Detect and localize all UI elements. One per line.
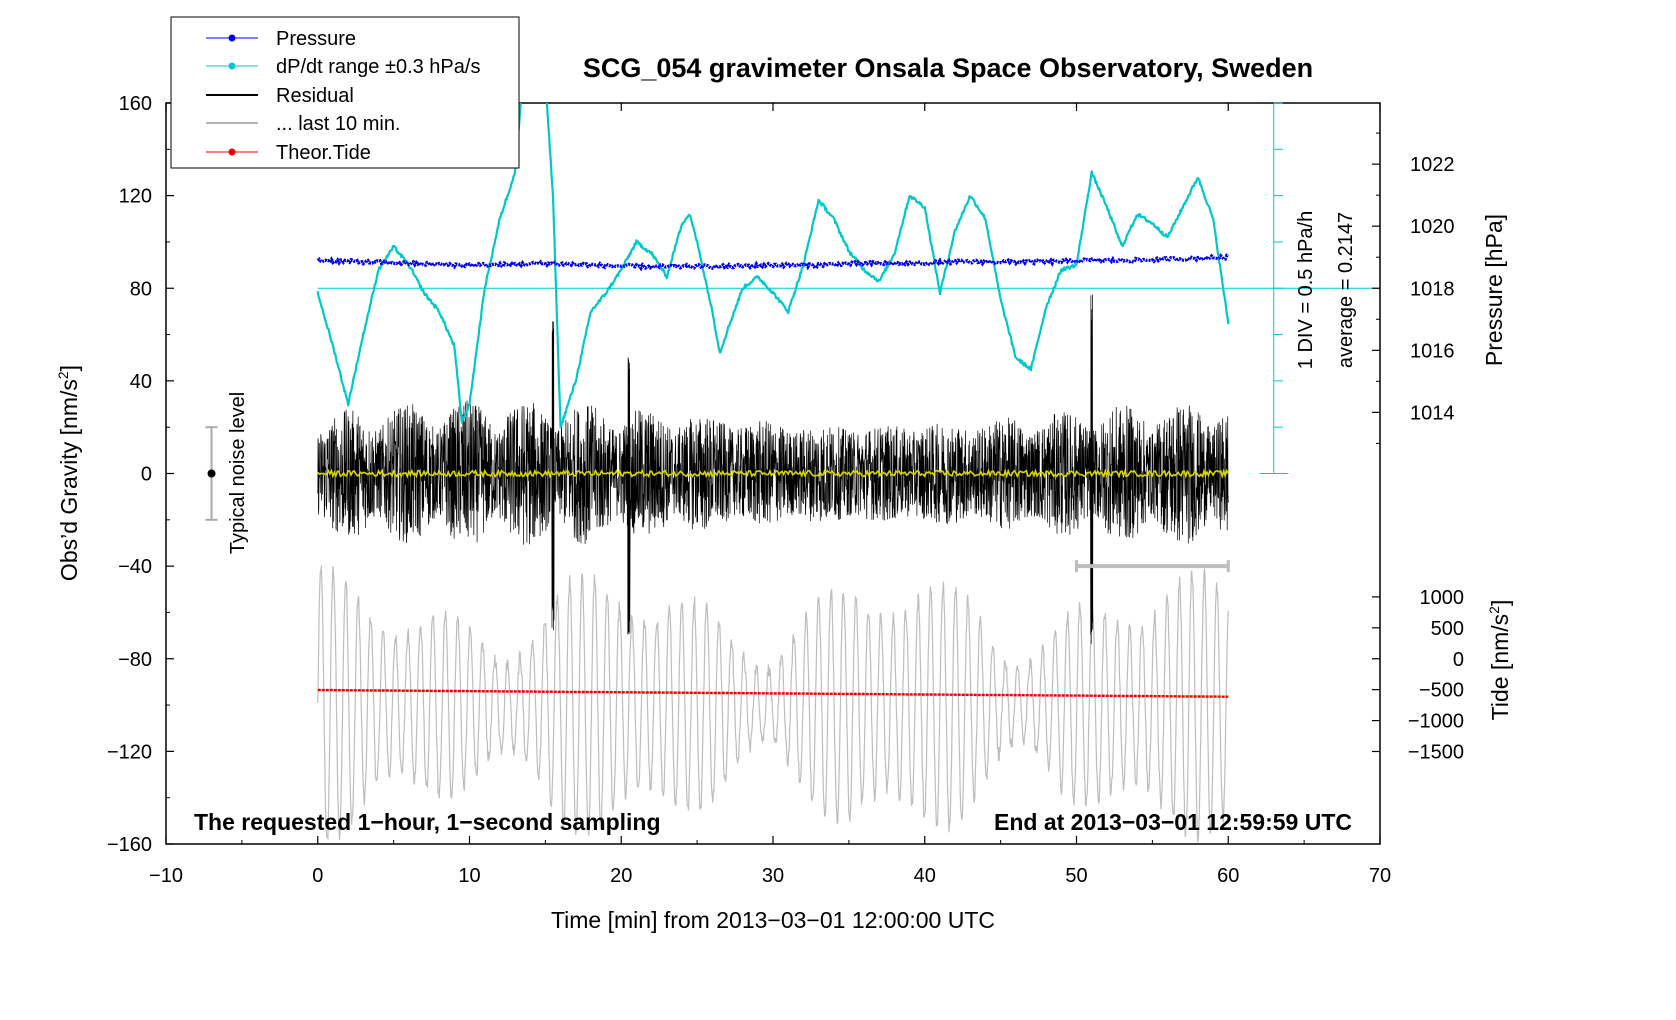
legend-box	[170, 16, 520, 169]
x-tick-label: 50	[1065, 865, 1087, 887]
legend-label-pressure: Pressure	[276, 28, 356, 50]
x-tick-label: 0	[312, 865, 323, 887]
legend-marker-tide	[228, 148, 236, 156]
tide-tick-label: 500	[1431, 618, 1464, 640]
y-axis-ticks: 160 120 80 40 0 −40 −80 −120 −160	[107, 93, 174, 856]
x-tick-label: 70	[1369, 865, 1391, 887]
y-tick-label: 120	[119, 186, 152, 208]
x-tick-label: 60	[1217, 865, 1239, 887]
y-tick-label: −160	[107, 834, 152, 856]
x-axis-ticks: −10 0 10 20 30 40 50 60 70	[149, 103, 1391, 887]
pressure-tick-label: 1022	[1410, 154, 1455, 176]
y-tick-label: 0	[141, 464, 152, 486]
last10-series-line	[317, 565, 1229, 843]
y-tick-label: 40	[130, 371, 152, 393]
legend-marker-pressure	[228, 34, 236, 42]
residual-mean-line	[317, 467, 1229, 480]
legend-marker-dpdt	[228, 62, 236, 70]
residual-series-line	[317, 294, 1229, 645]
chart-overlays	[205, 426, 1230, 573]
legend-item-dpdt: dP/dt range ±0.3 hPa/s	[206, 56, 480, 78]
data-series	[316, 103, 1230, 843]
end-time-note: End at 2013−03−01 12:59:59 UTC	[994, 809, 1352, 835]
y-tick-label: −80	[118, 649, 152, 671]
legend-label-last10: ... last 10 min.	[276, 113, 401, 135]
pressure-series-line	[316, 253, 1230, 272]
div-scale-label: 1 DIV = 0.5 hPa/h	[1295, 211, 1317, 369]
pressure-tick-label: 1016	[1410, 340, 1455, 362]
tide-tick-label: −500	[1419, 680, 1464, 702]
y-tick-label: −120	[107, 741, 152, 763]
y-tick-label: 160	[119, 93, 152, 115]
pressure-tick-label: 1020	[1410, 216, 1455, 238]
legend-label-tide: Theor.Tide	[276, 142, 371, 164]
legend-item-residual: Residual	[206, 85, 354, 107]
x-tick-label: 10	[458, 865, 480, 887]
pressure-tick-label: 1018	[1410, 278, 1455, 300]
x-tick-label: 20	[610, 865, 632, 887]
legend-item-last10: ... last 10 min.	[206, 113, 401, 135]
reference-lines	[317, 102, 1380, 474]
y-tick-label: −40	[118, 556, 152, 578]
noise-bar-center	[207, 469, 216, 478]
legend: Pressure dP/dt range ±0.3 hPa/s Residual…	[170, 16, 520, 169]
pressure-axis-ticks: 1022 1020 1018 1016 1014	[1372, 132, 1455, 444]
tide-tick-label: 0	[1453, 649, 1464, 671]
pressure-tick-label: 1014	[1410, 402, 1455, 424]
legend-label-residual: Residual	[276, 85, 354, 107]
noise-level-label: Typical noise level	[227, 392, 249, 554]
legend-item-pressure: Pressure	[206, 28, 356, 50]
x-tick-label: −10	[149, 865, 183, 887]
chart-title: SCG_054 gravimeter Onsala Space Observat…	[583, 53, 1313, 83]
tide-tick-label: −1000	[1408, 711, 1464, 733]
y-axis-label-tide: Tide [nm/s2]	[1486, 600, 1513, 721]
y-tick-label: 80	[130, 278, 152, 300]
legend-label-dpdt: dP/dt range ±0.3 hPa/s	[276, 56, 480, 78]
tide-series-line	[317, 688, 1229, 698]
tide-axis-ticks: 1000 500 0 −500 −1000 −1500	[1372, 587, 1465, 763]
x-axis-label: Time [min] from 2013−03−01 12:00:00 UTC	[551, 907, 995, 933]
x-tick-label: 30	[762, 865, 784, 887]
average-label: average = 0.2147	[1335, 212, 1357, 368]
tide-tick-label: −1500	[1408, 741, 1464, 763]
x-tick-label: 40	[914, 865, 936, 887]
y-axis-label-pressure: Pressure [hPa]	[1481, 214, 1507, 366]
dpdt-series-line	[316, 103, 1230, 429]
tide-tick-label: 1000	[1420, 587, 1465, 609]
sampling-note: The requested 1−hour, 1−second sampling	[194, 809, 661, 835]
legend-item-tide: Theor.Tide	[206, 142, 371, 164]
y-axis-label-gravity: Obs’d Gravity [nm/s2]	[55, 365, 82, 581]
